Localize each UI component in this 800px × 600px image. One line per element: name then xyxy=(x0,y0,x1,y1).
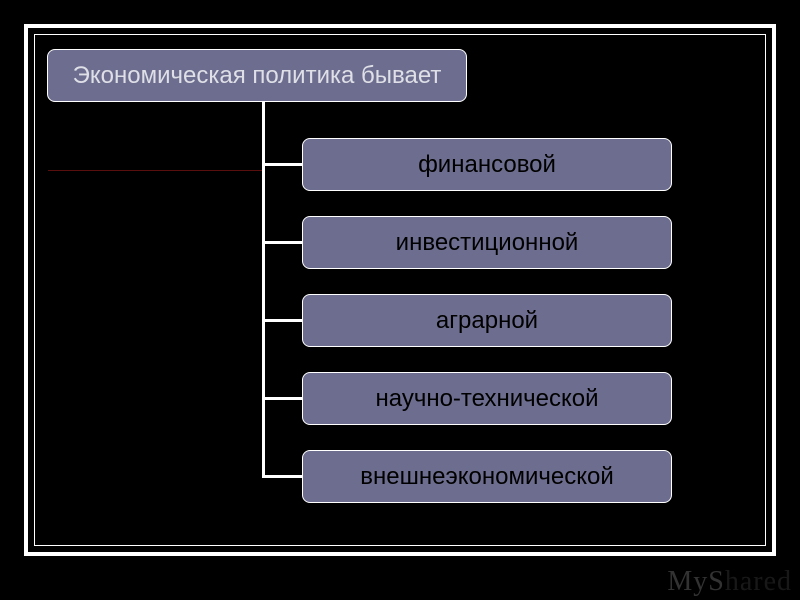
tree-branch-connector xyxy=(262,163,302,166)
child-node-label: финансовой xyxy=(418,151,556,179)
child-node: научно-технической xyxy=(302,372,672,425)
child-node-label: внешнеэкономической xyxy=(360,463,613,491)
child-node: финансовой xyxy=(302,138,672,191)
tree-branch-connector xyxy=(262,397,302,400)
child-node: внешнеэкономической xyxy=(302,450,672,503)
child-node: аграрной xyxy=(302,294,672,347)
accent-divider-line xyxy=(48,170,262,171)
child-node-label: научно-технической xyxy=(375,385,598,413)
root-node: Экономическая политика бывает xyxy=(47,49,467,102)
watermark: MyShared xyxy=(667,566,792,598)
root-node-label: Экономическая политика бывает xyxy=(73,62,442,90)
tree-branch-connector xyxy=(262,241,302,244)
child-node-label: инвестиционной xyxy=(396,229,579,257)
tree-trunk-connector xyxy=(262,102,265,478)
tree-branch-connector xyxy=(262,475,302,478)
child-node-label: аграрной xyxy=(436,307,538,335)
child-node: инвестиционной xyxy=(302,216,672,269)
tree-branch-connector xyxy=(262,319,302,322)
watermark-text-b: hared xyxy=(725,566,792,597)
watermark-text-a: MyS xyxy=(667,566,724,597)
